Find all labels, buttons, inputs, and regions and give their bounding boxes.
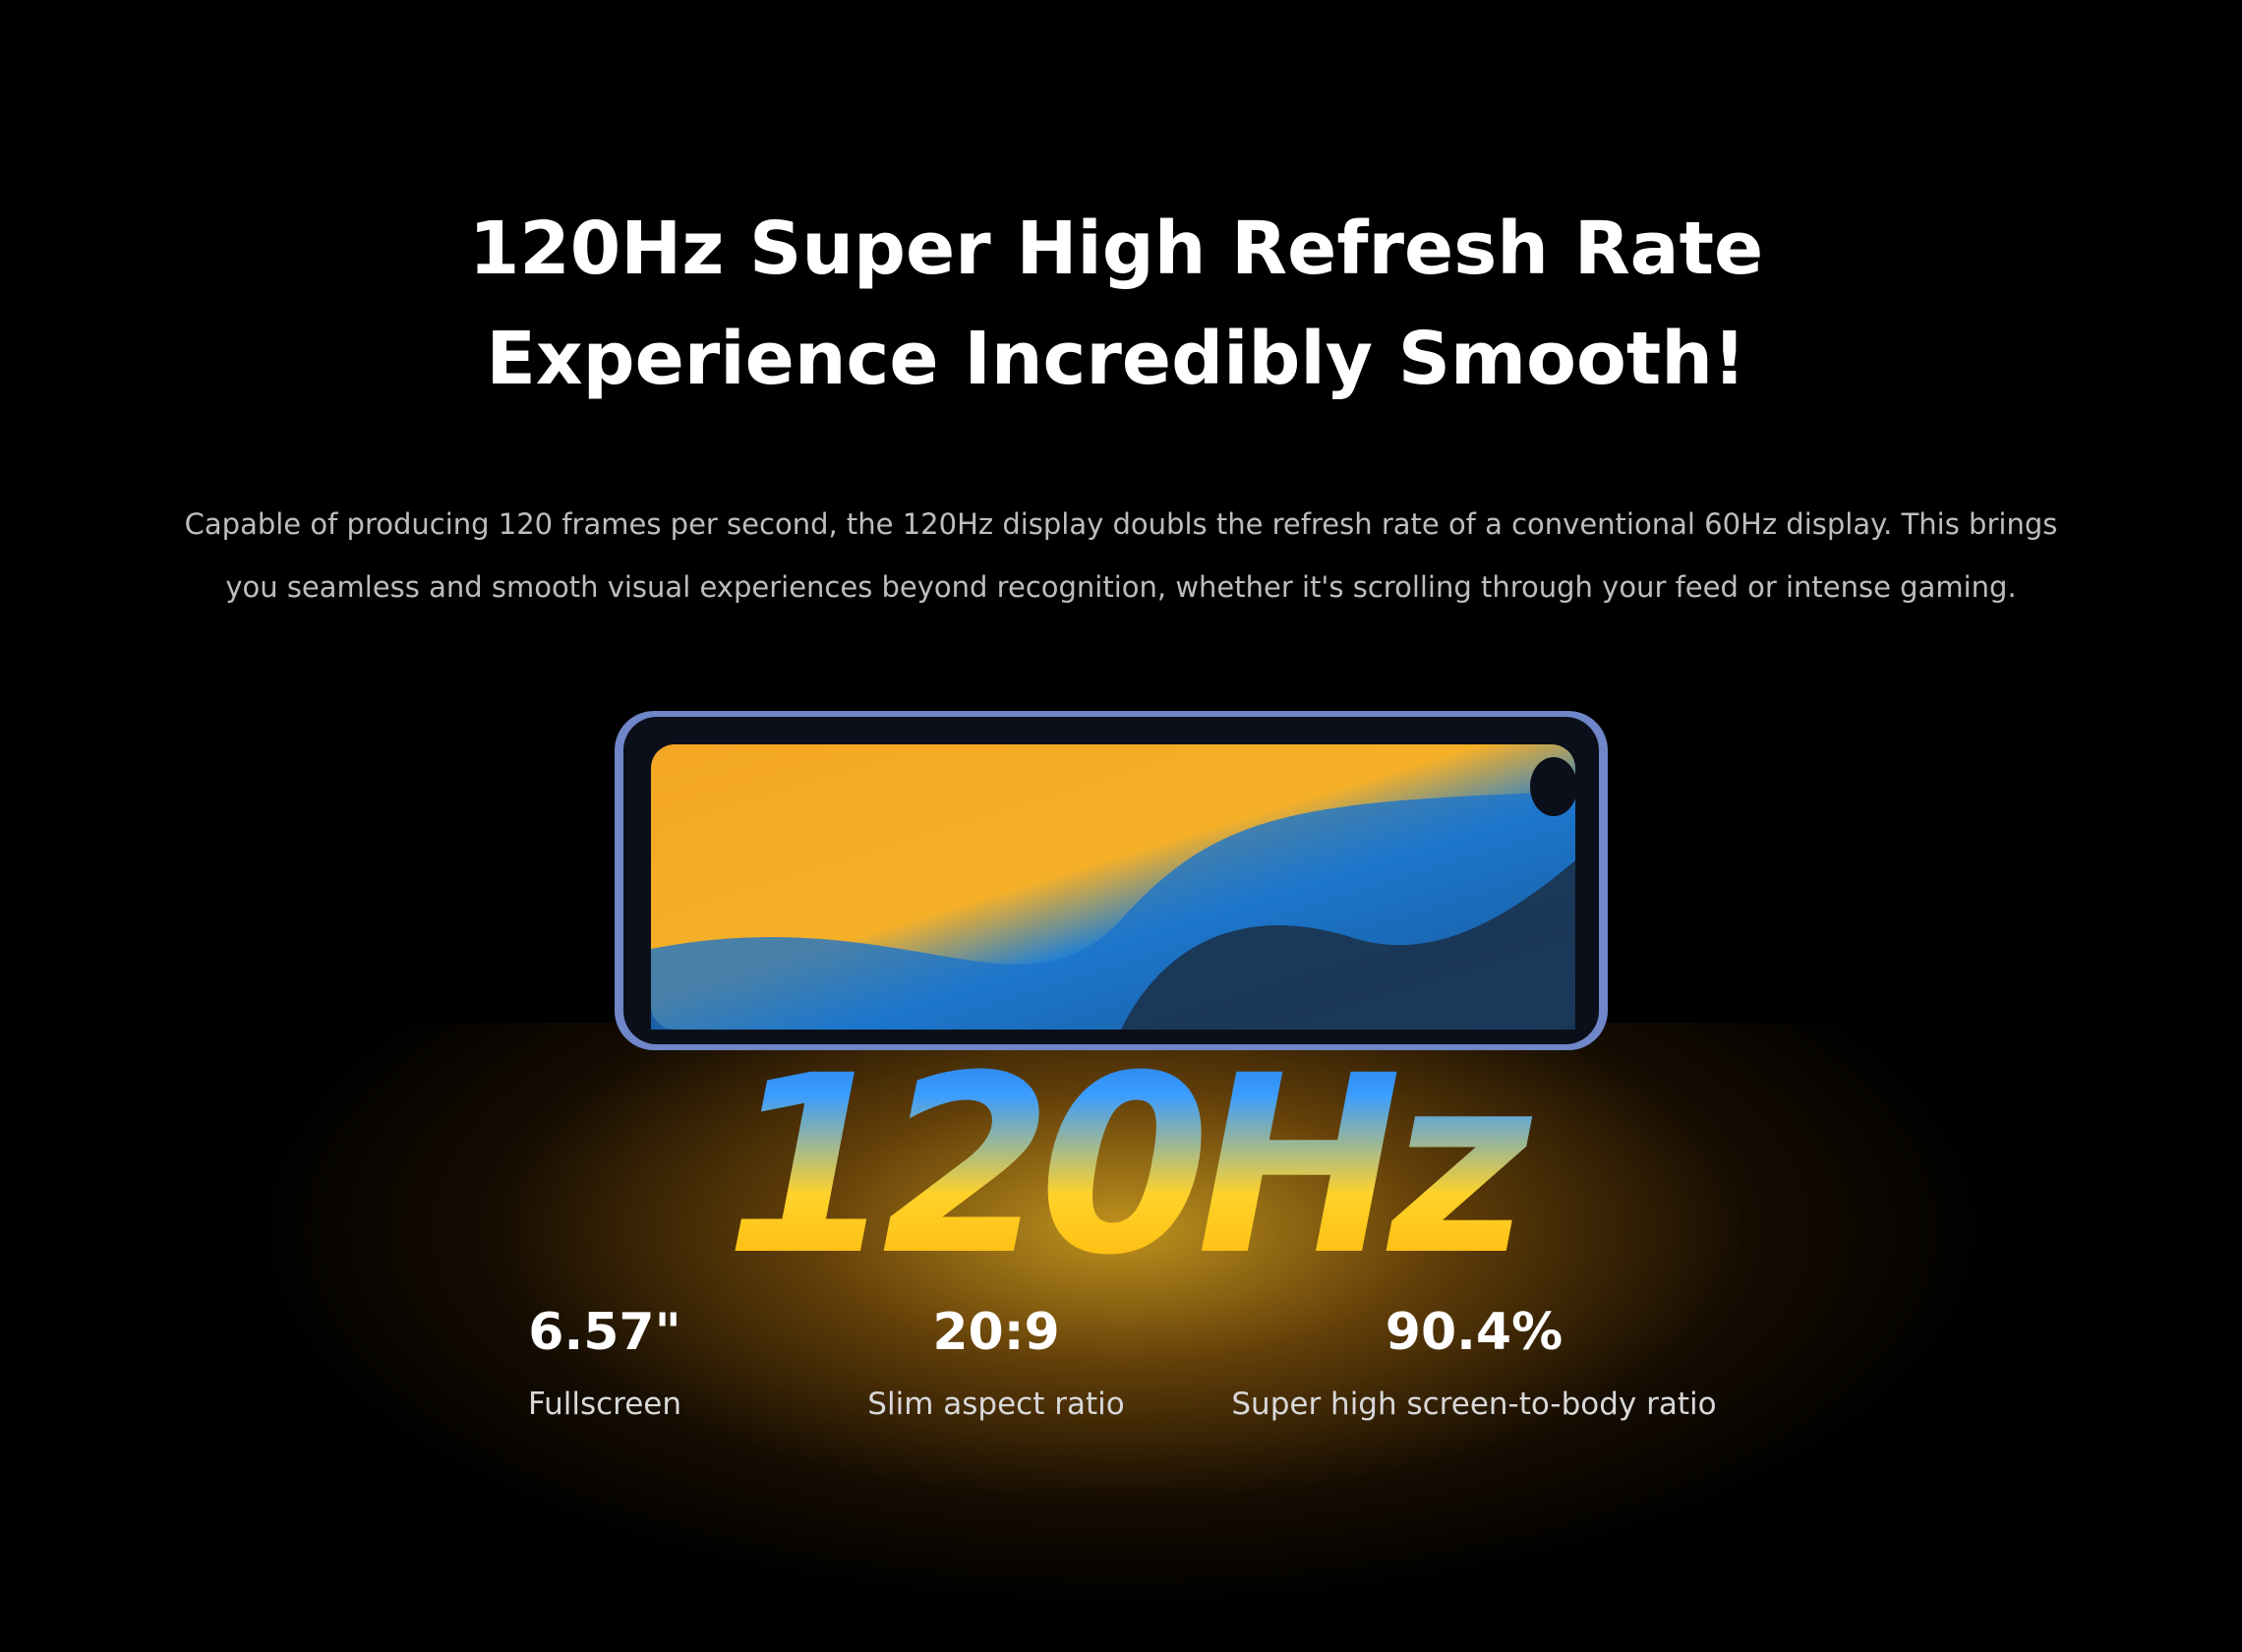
phone <box>615 711 1608 1050</box>
stat-label: Fullscreen <box>527 1386 682 1422</box>
stat-value: 90.4% <box>1385 1303 1564 1362</box>
description-line: Capable of producing 120 frames per seco… <box>184 507 2058 541</box>
stat-label: Slim aspect ratio <box>867 1386 1125 1422</box>
stat-value: 6.57" <box>528 1303 681 1362</box>
title-line: Experience Incredibly Smooth! <box>486 317 1746 401</box>
description-line: you seamless and smooth visual experienc… <box>225 570 2017 604</box>
hero-text: 120Hz <box>629 1023 1613 1309</box>
title-line: 120Hz Super High Refresh Rate <box>468 206 1764 291</box>
stat-label: Super high screen-to-body ratio <box>1231 1386 1717 1422</box>
stat-value: 20:9 <box>932 1303 1060 1362</box>
glow <box>236 1023 2006 1613</box>
